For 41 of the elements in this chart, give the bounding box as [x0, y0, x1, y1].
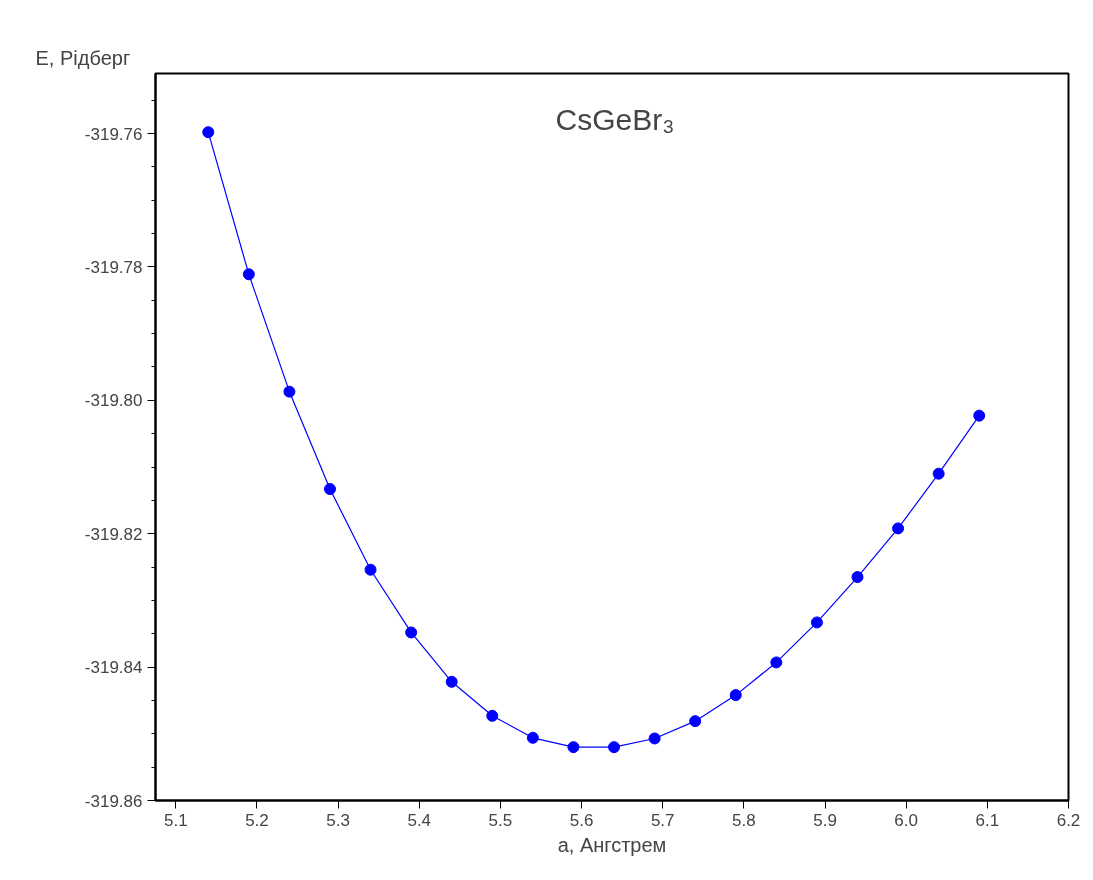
point: [932, 467, 945, 480]
x-tick-label: 5.4: [407, 810, 432, 830]
x-tick-label: 5.8: [732, 810, 756, 830]
point: [973, 409, 986, 422]
y-tick-label: -319.86: [84, 791, 143, 811]
x-tick-label: 6.2: [1056, 810, 1081, 830]
point: [851, 571, 864, 584]
x-tick-label: 5.3: [326, 810, 350, 830]
point: [202, 126, 215, 139]
point: [283, 385, 296, 398]
point: [445, 675, 458, 688]
point: [486, 709, 499, 722]
y-axis-title: E, Рідберг: [35, 46, 131, 69]
point: [689, 715, 702, 728]
x-tick-label: 5.5: [488, 810, 513, 830]
x-tick-label: 6.0: [894, 810, 919, 830]
point: [648, 732, 661, 745]
y-tick-label: -319.84: [84, 658, 143, 678]
y-tick-label: -319.80: [84, 391, 143, 411]
point: [770, 656, 783, 669]
y-tick-label: -319.78: [84, 257, 143, 277]
point: [405, 626, 418, 639]
x-tick-label: 6.1: [975, 810, 1000, 830]
x-tick-label: 5.9: [813, 810, 837, 830]
point: [892, 522, 905, 535]
y-tick-label: -319.76: [84, 124, 143, 144]
y-tick-label: -319.82: [84, 524, 143, 544]
x-tick-label: 5.2: [245, 810, 269, 830]
point: [608, 741, 621, 754]
x-axis-title: a, Ангстрем: [557, 833, 667, 856]
point: [526, 731, 539, 744]
point: [364, 563, 377, 576]
point: [810, 616, 823, 629]
point: [323, 483, 336, 496]
x-tick-label: 5.7: [650, 810, 675, 830]
point: [729, 689, 742, 702]
point: [242, 268, 255, 281]
point: [567, 741, 580, 754]
annotation: CsGeBr₃: [555, 102, 675, 136]
x-tick-label: 5.6: [569, 810, 594, 830]
x-tick-label: 5.1: [163, 810, 188, 830]
